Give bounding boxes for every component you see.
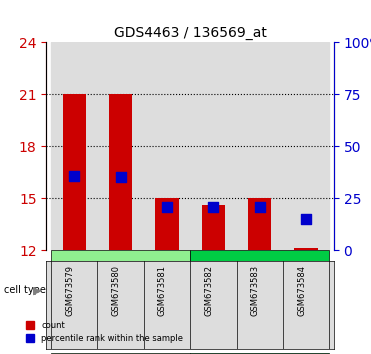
FancyBboxPatch shape [190, 353, 329, 354]
FancyBboxPatch shape [51, 250, 190, 315]
Text: control: control [243, 278, 276, 287]
Bar [283, 42, 329, 250]
Title: GDS4463 / 136569_at: GDS4463 / 136569_at [114, 26, 267, 40]
Bar [295, 249, 318, 250]
Point [164, 204, 170, 210]
Bar [202, 205, 225, 250]
Point [210, 204, 216, 210]
Bar [51, 42, 98, 250]
Point [303, 216, 309, 222]
Bar [155, 198, 178, 250]
Text: cell type: cell type [4, 285, 46, 295]
Bar [109, 95, 132, 250]
Bar [63, 95, 86, 250]
Text: GSM673581: GSM673581 [158, 265, 167, 316]
Text: GSM673580: GSM673580 [112, 265, 121, 316]
Text: ▶: ▶ [33, 285, 42, 295]
Bar [98, 42, 144, 250]
Text: GSM673579: GSM673579 [65, 265, 74, 316]
Bar [144, 42, 190, 250]
Bar [248, 198, 271, 250]
Bar [237, 42, 283, 250]
FancyBboxPatch shape [190, 250, 329, 315]
Bar [190, 42, 237, 250]
Point [257, 204, 263, 210]
FancyBboxPatch shape [51, 353, 190, 354]
Point [118, 175, 124, 180]
Text: GSM673582: GSM673582 [204, 265, 213, 316]
Text: GSM673584: GSM673584 [297, 265, 306, 316]
Legend: count, percentile rank within the sample: count, percentile rank within the sample [23, 318, 186, 346]
Text: endothelial cell: endothelial cell [83, 278, 158, 287]
Point [71, 173, 77, 178]
Text: GSM673583: GSM673583 [251, 265, 260, 316]
